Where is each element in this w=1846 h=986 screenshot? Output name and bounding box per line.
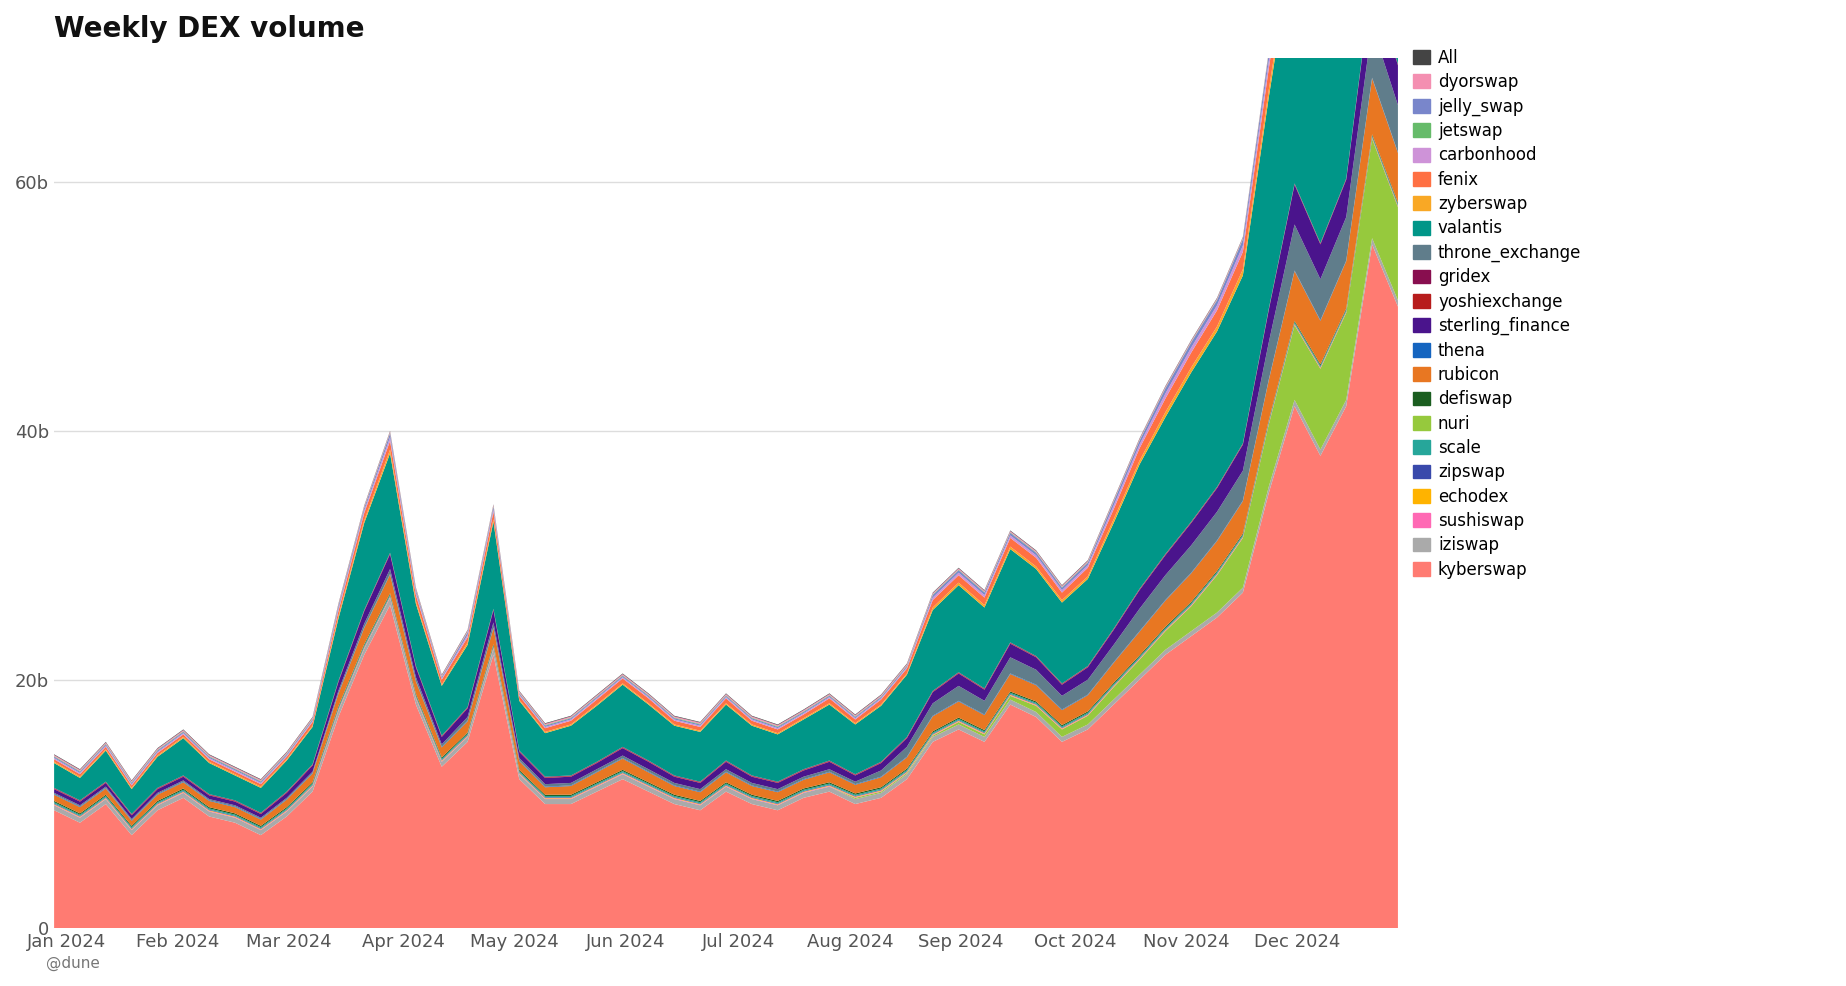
Text: @dune: @dune [46,956,100,971]
Text: Weekly DEX volume: Weekly DEX volume [54,15,366,43]
Legend: All, dyorswap, jelly_swap, jetswap, carbonhood, fenix, zyberswap, valantis, thro: All, dyorswap, jelly_swap, jetswap, carb… [1412,48,1582,579]
